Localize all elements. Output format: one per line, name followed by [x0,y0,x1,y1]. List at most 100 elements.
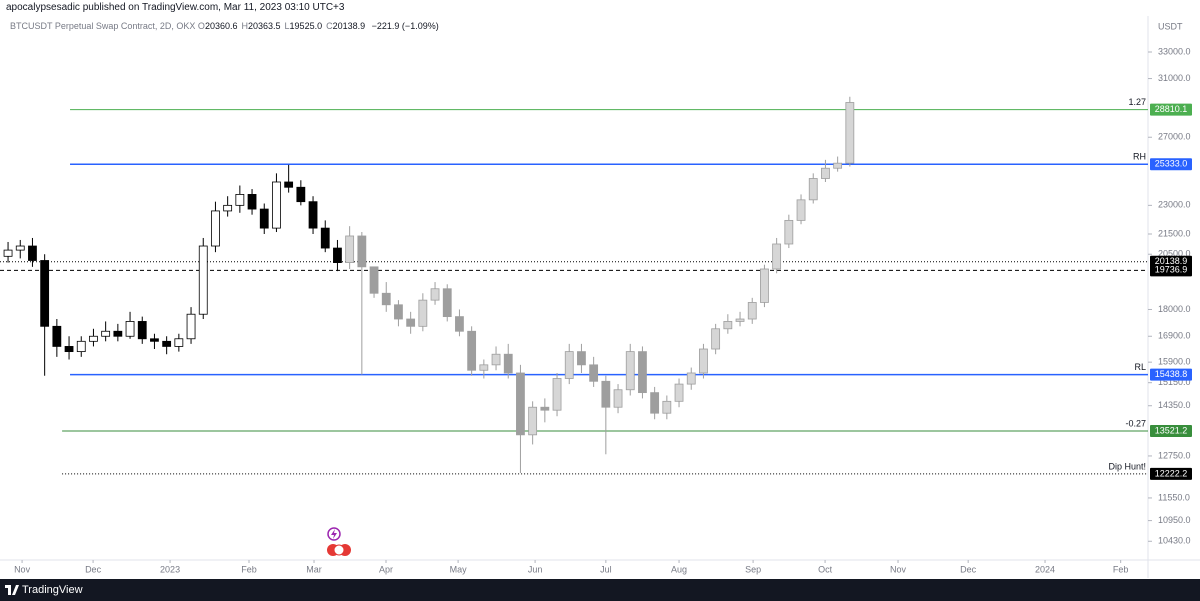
x-tick-label: Oct [818,564,833,574]
y-tick-label: 33000.0 [1158,46,1191,56]
y-tick-label: 23000.0 [1158,200,1191,210]
candle-body [808,178,818,201]
x-tick-label: Sep [745,564,761,574]
y-tick-label: 14350.0 [1158,400,1191,410]
candle-body [699,348,708,374]
price-tag [1150,264,1192,277]
y-tick-label: 21500.0 [1158,228,1191,238]
candle-body [40,260,50,327]
candle-body [796,199,806,221]
candle-body [308,201,318,229]
y-tick-label: 10950.0 [1158,515,1191,525]
x-tick-label: 2023 [160,564,180,574]
candle-body [747,302,757,320]
candle-body [381,292,391,306]
event-icons [327,527,351,556]
candle-body [503,353,513,374]
y-tick-label: 16900.0 [1158,331,1191,341]
candle-body [28,245,37,261]
candle-body [101,330,111,337]
publisher: apocalypsesadic published on TradingView… [6,2,345,13]
price-tag-label: 15438.8 [1155,369,1188,379]
candle-body [589,364,599,382]
price-tag [1150,103,1192,116]
candle-body [564,351,574,379]
candle-body [113,330,123,337]
candle-body [784,219,794,245]
candle-body [821,167,830,179]
price-tag [1150,368,1192,381]
price-tag [1150,158,1192,171]
candle-body [284,181,294,188]
symbol: BTCUSDT Perpetual Swap Contract, 2D, OKX [10,21,196,31]
x-tick-label: 2024 [1035,564,1055,574]
candle-body [650,392,660,414]
chart: USDT 33000.0 31000.0 27000.0 23000.0 21500.0… [0,16,1200,579]
candle-body [198,245,208,315]
candle-body [137,321,147,340]
ohlc: O20360.6 H20363.5 L19525.0 C20138.9 [198,21,369,31]
candle-body [735,318,745,322]
candle-body [686,372,696,385]
ohlc-key: O [197,21,205,31]
price-line-name: RH [1133,152,1146,162]
ohlc-key: H [241,21,248,31]
candle-body [406,318,416,327]
y-tick-label: 12750.0 [1158,450,1191,460]
candle-body [418,299,428,327]
candle-body [369,266,379,294]
chart-bg [0,16,1200,579]
candle-body [467,330,477,371]
x-tick-label: Feb [1113,564,1129,574]
price-tag [1150,425,1192,438]
price-line-name: RL [1134,362,1146,372]
x-tick-label: Dec [85,564,102,574]
candle-body [552,378,562,411]
price-tag-label: 12222.2 [1155,468,1188,478]
candle-body [89,335,98,342]
currency: USDT [1158,21,1183,31]
x-tick-label: Apr [379,564,393,574]
candle-body [259,208,269,229]
price-tag-label: 25333.0 [1155,159,1188,169]
x-tick-label: Nov [14,564,31,574]
candle-body [479,364,489,371]
candle-body [247,194,257,210]
candle-body [760,268,769,303]
candle-body [711,328,721,350]
candle-body [162,340,172,347]
brand: TradingView [22,584,83,596]
candle-body [662,400,672,414]
y-tick-label: 18000.0 [1158,304,1191,314]
candle-body [125,321,135,337]
candle-body [845,102,855,164]
ohlc-value: 20360.6 [204,21,238,31]
price-tag-label: 28810.1 [1155,104,1188,114]
x-tick-label: Jun [528,564,543,574]
candle-body [528,406,538,436]
candle-body [455,316,464,332]
candle-body [625,351,635,391]
price-tag-label: 20138.9 [1155,256,1188,266]
x-tick-label: Jul [600,564,612,574]
y-tick-label: 15900.0 [1158,357,1191,367]
y-tick-label: 15150.0 [1158,377,1191,387]
candle-body [345,235,355,263]
ohlc-key: C [326,21,333,31]
candle-body [15,245,25,251]
candle-body [430,288,440,301]
price-line-name: Dip Hunt! [1108,461,1146,471]
price-tag-label: 19736.9 [1155,265,1188,275]
ohlc-value: 20138.9 [332,21,366,31]
candle-body [235,194,245,206]
candle-body [76,340,86,353]
event-icon [331,529,337,539]
y-tick-label: 11550.0 [1158,492,1190,502]
y-tick-label: 20500.0 [1158,249,1191,259]
candle-body [638,351,647,394]
x-tick-label: Dec [960,564,977,574]
x-tick-label: Aug [671,564,687,574]
x-tick-label: Feb [241,564,257,574]
y-tick-label: 27000.0 [1158,132,1191,142]
